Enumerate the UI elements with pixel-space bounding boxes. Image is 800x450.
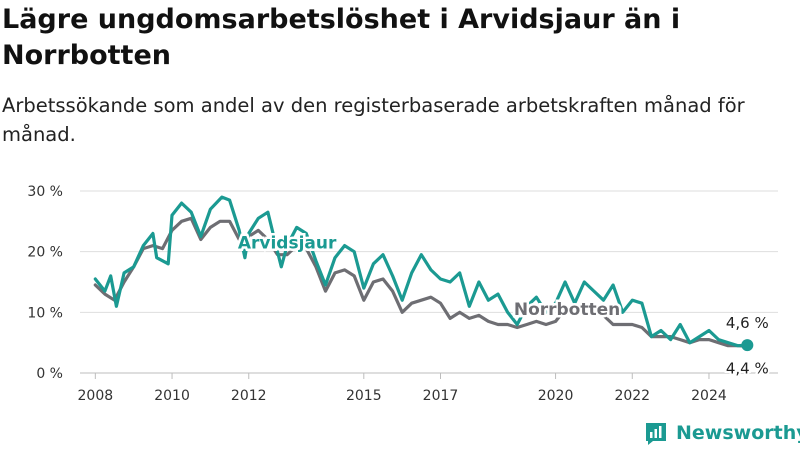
series-end-label: 4,4 % [726,359,769,377]
x-tick-label: 2008 [78,388,114,404]
newsworthy-brand: Newsworthy [644,418,800,448]
series-end-marker [741,339,754,352]
newsworthy-logo-icon [646,423,666,445]
series-name-label: Norrbotten [514,300,620,320]
x-axis-ticks: 2008 2010 2012 2015 2017 2020 2022 2024 [78,373,727,404]
x-tick-label: 2020 [538,388,574,404]
y-tick-label: 10 % [27,305,63,321]
x-tick-label: 2010 [154,388,190,404]
series-line-arvidsjaur [93,195,749,348]
series-labels: 4,6 % 4,4 % Arvidsjaur Norrbotten [235,231,770,379]
series-lines [93,195,749,348]
line-chart: 0 % 10 % 20 % 30 % 2008 2010 2012 2015 2017 2020… [27,184,778,404]
x-tick-label: 2022 [614,388,650,404]
x-tick-label: 2012 [231,388,267,404]
y-tick-label: 20 % [27,245,63,261]
y-axis-ticks: 0 % 10 % 20 % 30 % [27,184,63,382]
x-tick-label: 2017 [423,388,459,404]
gridlines [80,190,778,374]
series-line-norrbotten [93,216,749,348]
y-tick-label: 30 % [27,184,63,200]
x-tick-label: 2024 [691,388,727,404]
series-name-label: Arvidsjaur [238,234,337,254]
series-end-label: 4,6 % [726,314,769,332]
y-tick-label: 0 % [36,366,63,382]
x-tick-label: 2015 [346,388,382,404]
page-subtitle: Arbetssökande som andel av den registerb… [2,94,745,146]
page-title: Lägre ungdomsarbetslöshet i Arvidsjaur ä… [2,4,681,71]
brand-name: Newsworthy [676,422,800,444]
